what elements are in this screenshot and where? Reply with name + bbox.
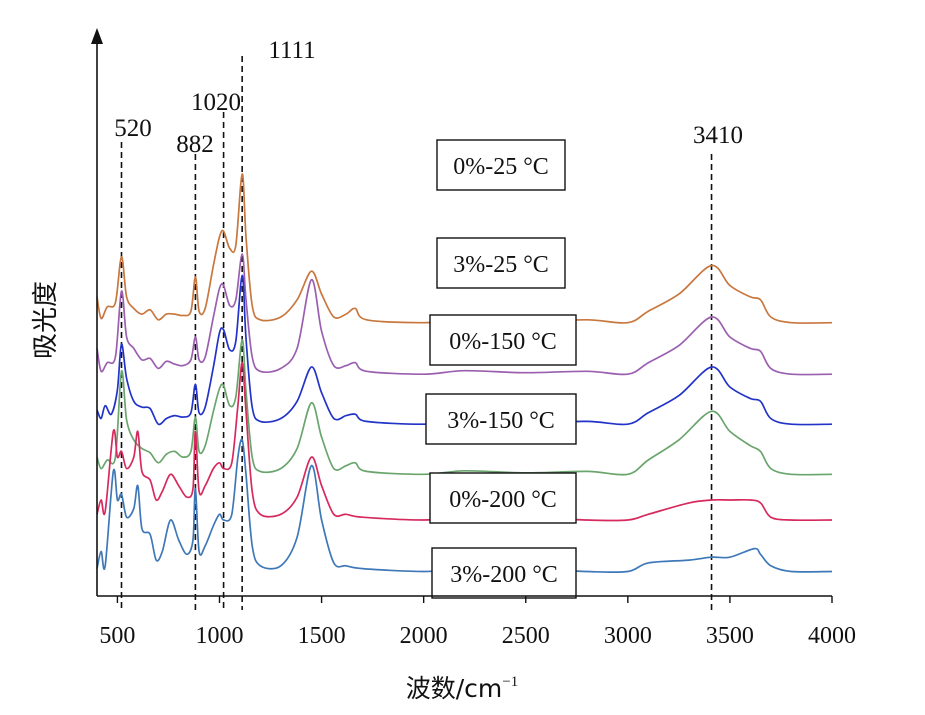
series-label-box-3pct-200c xyxy=(431,547,577,599)
x-tick-label: 1000 xyxy=(196,623,244,649)
x-tick-label: 2500 xyxy=(502,623,550,649)
x-tick-label: 2000 xyxy=(400,623,448,649)
series-line-3pct-25c xyxy=(96,253,833,376)
y-axis-arrow xyxy=(91,28,103,44)
x-axis-label-sup: −1 xyxy=(502,674,518,690)
series-lines xyxy=(96,173,833,574)
series-label-box-0pct-200c xyxy=(429,472,577,524)
series-label-0pct-25c: 0%-25 °C xyxy=(453,154,549,180)
series-line-0pct-25c xyxy=(96,173,833,324)
series-line-0pct-200c xyxy=(96,361,833,522)
series-label-3pct-200c: 3%-200 °C xyxy=(450,562,558,588)
x-tick-label: 3500 xyxy=(706,623,754,649)
series-label-0pct-150c: 0%-150 °C xyxy=(449,329,557,355)
reference-lines: 520 882 1020 1111 3410 xyxy=(114,37,743,610)
reference-label-882: 882 xyxy=(176,131,214,158)
series-line-3pct-200c xyxy=(96,438,833,574)
series-label-box-3pct-25c xyxy=(436,237,566,289)
x-axis-label-main: 波数/cm xyxy=(406,674,503,703)
series-label-0pct-200c: 0%-200 °C xyxy=(449,487,557,513)
x-tick-label: 500 xyxy=(99,623,135,649)
reference-label-3410: 3410 xyxy=(693,122,743,149)
series-label-box-0pct-25c xyxy=(436,139,566,191)
reference-label-1020: 1020 xyxy=(191,89,241,116)
x-tick-label: 3000 xyxy=(604,623,652,649)
reference-label-1111: 1111 xyxy=(268,37,315,64)
y-axis-label: 吸光度 xyxy=(31,281,61,359)
series-line-0pct-150c xyxy=(96,274,833,426)
x-tick-label: 4000 xyxy=(808,623,856,649)
series-labels: 0%-25 °C 3%-25 °C 0%-150 °C 3%-150 °C 0%-200… xyxy=(425,139,577,599)
series-label-3pct-150c: 3%-150 °C xyxy=(447,408,555,434)
series-line-3pct-150c xyxy=(96,338,833,476)
x-axis-label: 波数/cm−1 xyxy=(406,674,519,703)
series-label-3pct-25c: 3%-25 °C xyxy=(453,252,549,278)
reference-label-520: 520 xyxy=(114,115,152,142)
series-label-box-3pct-150c xyxy=(425,393,577,445)
x-ticks: 500 1000 1500 2000 2500 3000 3500 4000 xyxy=(99,596,856,649)
series-label-box-0pct-150c xyxy=(429,314,577,366)
x-tick-label: 1500 xyxy=(298,623,346,649)
